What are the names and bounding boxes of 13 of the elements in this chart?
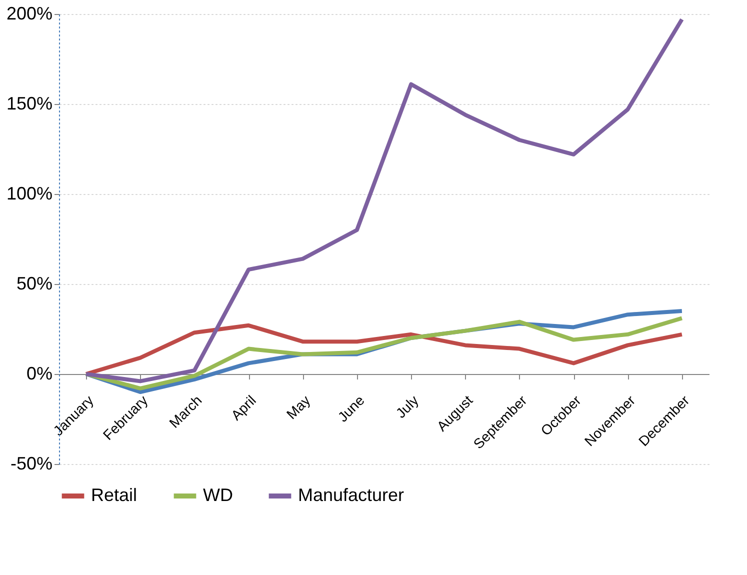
y-tick-label: 100% <box>6 184 52 204</box>
legend-label: Manufacturer <box>298 485 404 505</box>
y-tick-label: 0% <box>26 364 52 384</box>
y-tick-label: -50% <box>10 454 52 474</box>
y-tick-label: 200% <box>6 4 52 24</box>
y-tick-label: 50% <box>16 274 52 294</box>
legend-label: Retail <box>91 485 138 505</box>
line-series <box>84 17 684 384</box>
x-tick-label: May <box>283 392 314 422</box>
y-tick-label: 150% <box>6 94 52 114</box>
x-tick-label: July <box>392 392 422 422</box>
line-series <box>84 323 684 376</box>
legend-label: WD <box>203 485 233 505</box>
